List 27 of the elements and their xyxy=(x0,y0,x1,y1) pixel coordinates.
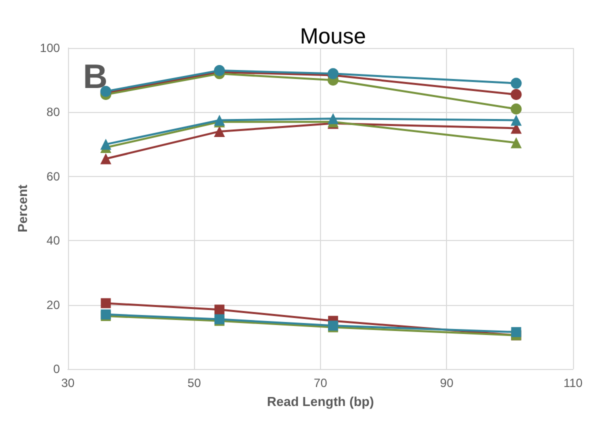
y-tick-label: 40 xyxy=(46,234,60,248)
point xyxy=(214,126,225,137)
y-tick-label: 60 xyxy=(46,169,60,184)
x-tick-label: 50 xyxy=(188,376,202,390)
x-tick-label: 30 xyxy=(61,376,75,390)
y-tick-label: 0 xyxy=(53,362,60,376)
point xyxy=(214,304,224,315)
x-tick-label: 90 xyxy=(440,376,454,390)
point xyxy=(510,114,522,126)
point xyxy=(510,103,522,114)
x-tick-label: 70 xyxy=(314,376,328,390)
point xyxy=(100,153,112,164)
x-tick-label: 110 xyxy=(563,376,583,390)
chart-title: Mouse xyxy=(300,24,366,48)
x-axis-title: Read Length (bp) xyxy=(267,394,374,409)
point xyxy=(511,327,522,338)
point xyxy=(100,298,111,308)
annotation: B xyxy=(83,58,108,96)
y-tick-label: 100 xyxy=(40,41,60,55)
point xyxy=(510,78,522,89)
y-tick-label: 20 xyxy=(46,298,60,312)
y-tick-label: 80 xyxy=(46,105,60,120)
point xyxy=(100,138,112,150)
point xyxy=(510,137,522,148)
y-axis-title: Percent xyxy=(15,184,30,232)
point xyxy=(328,113,339,124)
point xyxy=(510,89,522,100)
